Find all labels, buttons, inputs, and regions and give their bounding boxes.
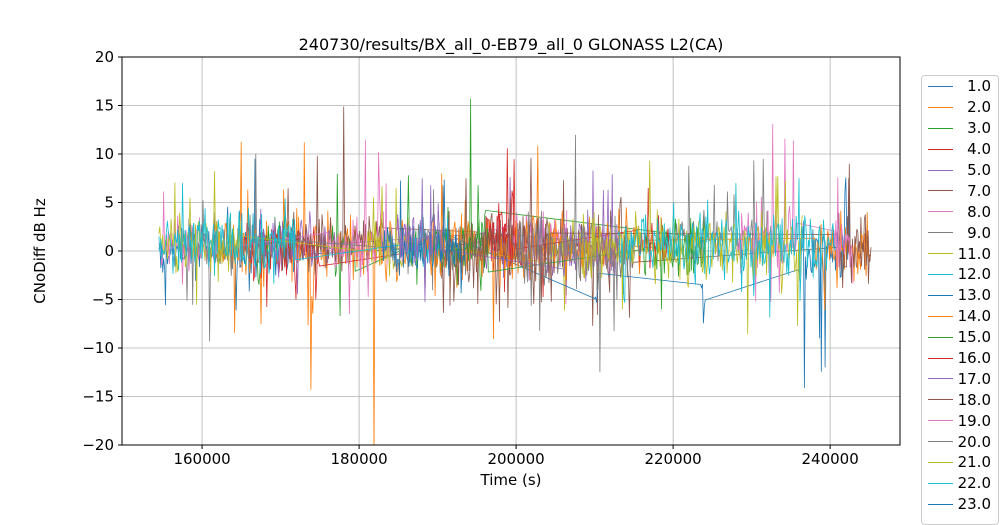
legend-item-label: 23.0 — [957, 495, 991, 514]
legend-line-swatch — [928, 148, 953, 150]
legend-item-label: 16.0 — [957, 349, 991, 368]
legend-item-label: 7.0 — [967, 181, 991, 200]
legend-item-label: 15.0 — [957, 328, 991, 347]
legend-item-label: 1.0 — [967, 77, 991, 96]
series-line-18.0 — [441, 157, 872, 313]
x-tick-label: 220000 — [644, 450, 701, 468]
legend-line-swatch — [928, 441, 953, 443]
legend-item-9.0: 9.0 — [922, 222, 998, 243]
legend-line-swatch — [928, 253, 953, 255]
y-tick-label: 0 — [104, 242, 114, 260]
series-line-3.0 — [256, 98, 709, 317]
legend-line-swatch — [928, 190, 953, 192]
x-tick-label: 200000 — [487, 450, 544, 468]
legend-item-17.0: 17.0 — [922, 368, 998, 389]
legend-item-22.0: 22.0 — [922, 473, 998, 494]
y-tick-label: 10 — [95, 145, 114, 163]
x-tick-label: 240000 — [801, 450, 858, 468]
legend-item-11.0: 11.0 — [922, 243, 998, 264]
legend-item-7.0: 7.0 — [922, 180, 998, 201]
legend-item-4.0: 4.0 — [922, 139, 998, 160]
legend-item-19.0: 19.0 — [922, 410, 998, 431]
legend-line-swatch — [928, 169, 953, 171]
legend-line-swatch — [928, 503, 953, 505]
legend-item-2.0: 2.0 — [922, 97, 998, 118]
figure: 160000 180000 200000 220000 240000 20 15 10 5 0 −5… — [31, 35, 999, 525]
legend-item-5.0: 5.0 — [922, 160, 998, 181]
legend-line-swatch — [928, 336, 953, 338]
legend: 1.0 2.0 3.0 4.0 5.0 7.0 8.0 9.0 11.0 12.0 13.0 14.0… — [921, 75, 999, 525]
plot-title: 240730/results/BX_all_0-EB79_all_0 GLONA… — [299, 35, 724, 55]
series-lines — [158, 98, 872, 445]
legend-line-swatch — [928, 85, 953, 87]
y-tick-label: −10 — [82, 339, 114, 357]
y-tick-label: 5 — [104, 194, 114, 212]
legend-line-swatch — [928, 211, 953, 213]
legend-item-16.0: 16.0 — [922, 348, 998, 369]
legend-line-swatch — [928, 482, 953, 484]
legend-item-8.0: 8.0 — [922, 201, 998, 222]
legend-line-swatch — [928, 399, 953, 401]
x-tick-label: 180000 — [330, 450, 387, 468]
legend-item-label: 9.0 — [967, 223, 991, 242]
axis-ticks — [118, 56, 831, 449]
legend-line-swatch — [928, 378, 953, 380]
legend-item-12.0: 12.0 — [922, 264, 998, 285]
legend-line-swatch — [928, 461, 953, 463]
legend-line-swatch — [928, 106, 953, 108]
legend-item-23.0: 23.0 — [922, 494, 998, 515]
legend-line-swatch — [928, 420, 953, 422]
y-axis-label: CNoDiff dB Hz — [31, 198, 49, 304]
legend-item-label: 18.0 — [957, 390, 991, 409]
y-tick-label: −5 — [92, 291, 114, 309]
legend-item-label: 2.0 — [967, 98, 991, 117]
x-axis-label: Time (s) — [480, 471, 542, 489]
legend-item-label: 13.0 — [957, 286, 991, 305]
tick-labels: 160000 180000 200000 220000 240000 20 15 10 5 0 −5… — [82, 48, 858, 468]
legend-item-1.0: 1.0 — [922, 76, 998, 97]
series-line-11.0 — [158, 171, 587, 311]
legend-item-14.0: 14.0 — [922, 306, 998, 327]
legend-line-swatch — [928, 273, 953, 275]
legend-line-swatch — [928, 294, 953, 296]
y-tick-label: 15 — [95, 97, 114, 115]
legend-item-label: 4.0 — [967, 140, 991, 159]
legend-item-21.0: 21.0 — [922, 452, 998, 473]
legend-item-label: 8.0 — [967, 202, 991, 221]
chart-canvas: 160000 180000 200000 220000 240000 20 15 10 5 0 −5… — [31, 35, 901, 489]
legend-item-label: 3.0 — [967, 119, 991, 138]
series-line-12.0 — [158, 183, 454, 284]
series-line-23.0 — [437, 179, 466, 294]
legend-item-label: 11.0 — [957, 244, 991, 263]
legend-item-label: 19.0 — [957, 411, 991, 430]
series-line-2.0 — [213, 141, 411, 445]
legend-line-swatch — [928, 127, 953, 129]
legend-item-label: 22.0 — [957, 474, 991, 493]
series-line-14.0 — [421, 145, 872, 340]
legend-item-label: 5.0 — [967, 161, 991, 179]
series-line-20.0 — [515, 134, 636, 373]
legend-item-13.0: 13.0 — [922, 285, 998, 306]
legend-item-3.0: 3.0 — [922, 118, 998, 139]
legend-item-label: 14.0 — [957, 307, 991, 326]
series-line-22.0 — [617, 178, 835, 318]
legend-line-swatch — [928, 357, 953, 359]
legend-item-20.0: 20.0 — [922, 431, 998, 452]
legend-item-label: 12.0 — [957, 265, 991, 284]
legend-line-swatch — [928, 315, 953, 317]
y-tick-label: 20 — [95, 48, 114, 66]
legend-line-swatch — [928, 232, 953, 234]
legend-item-label: 17.0 — [957, 369, 991, 388]
y-tick-label: −20 — [82, 436, 114, 454]
legend-item-label: 21.0 — [957, 453, 991, 472]
x-tick-label: 160000 — [173, 450, 230, 468]
legend-item-15.0: 15.0 — [922, 327, 998, 348]
legend-item-label: 20.0 — [957, 432, 991, 451]
legend-item-18.0: 18.0 — [922, 389, 998, 410]
y-tick-label: −15 — [82, 388, 114, 406]
